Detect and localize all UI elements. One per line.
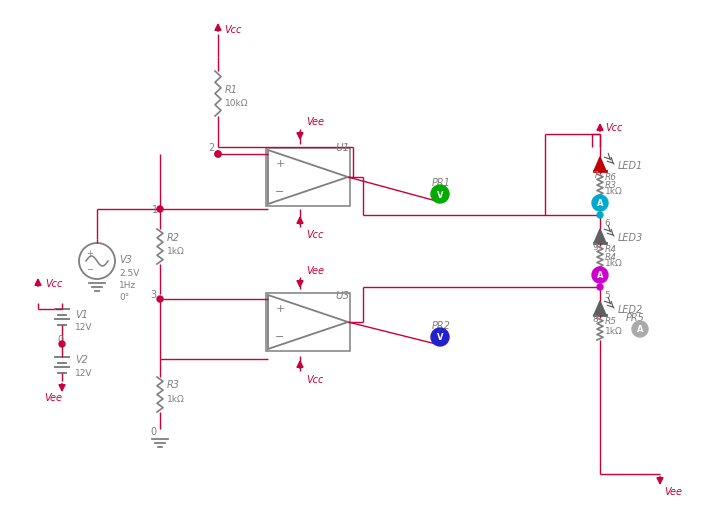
- Text: A: A: [597, 271, 603, 280]
- Polygon shape: [594, 301, 606, 316]
- Text: A: A: [637, 325, 643, 334]
- Text: V: V: [437, 333, 443, 342]
- Text: U3: U3: [335, 291, 350, 300]
- Text: Vcc: Vcc: [45, 278, 62, 289]
- Text: A: A: [597, 199, 603, 208]
- Text: 0°: 0°: [119, 293, 129, 302]
- Bar: [266, 293, 350, 351]
- Text: −: −: [275, 331, 285, 342]
- Text: 1: 1: [152, 205, 158, 215]
- Text: LED2: LED2: [618, 304, 643, 315]
- Text: +: +: [275, 303, 285, 314]
- Text: 2.5V: 2.5V: [119, 269, 140, 278]
- Text: 9: 9: [592, 243, 598, 252]
- Text: 7: 7: [592, 171, 598, 180]
- Text: Vcc: Vcc: [605, 123, 623, 133]
- Text: 8: 8: [592, 315, 598, 324]
- Text: V2: V2: [75, 354, 88, 364]
- Text: 0: 0: [57, 334, 63, 344]
- Text: R4: R4: [605, 244, 617, 253]
- Text: 1kΩ: 1kΩ: [605, 327, 623, 336]
- Text: Vee: Vee: [306, 266, 324, 275]
- Text: R3: R3: [167, 379, 180, 389]
- Text: 2: 2: [208, 143, 214, 153]
- Circle shape: [215, 152, 221, 158]
- Text: +: +: [275, 159, 285, 168]
- Text: Vcc: Vcc: [306, 230, 323, 240]
- Text: 1Hz: 1Hz: [119, 281, 136, 290]
- Circle shape: [59, 342, 65, 347]
- Text: 12V: 12V: [75, 368, 92, 377]
- Text: LED1: LED1: [618, 161, 643, 171]
- Circle shape: [431, 328, 449, 346]
- Text: 6: 6: [604, 219, 610, 228]
- Text: 5: 5: [604, 291, 610, 300]
- Text: V: V: [437, 190, 443, 199]
- Text: PR2: PR2: [432, 320, 451, 330]
- Circle shape: [597, 213, 603, 218]
- Polygon shape: [594, 158, 606, 172]
- Text: +: +: [86, 249, 94, 258]
- Circle shape: [632, 321, 648, 337]
- Circle shape: [215, 152, 221, 158]
- Text: 1kΩ: 1kΩ: [605, 258, 623, 267]
- Bar: [266, 149, 350, 207]
- Text: Vcc: Vcc: [306, 374, 323, 384]
- Text: 1kΩ: 1kΩ: [167, 247, 185, 256]
- Circle shape: [157, 207, 163, 213]
- Text: 1kΩ: 1kΩ: [167, 394, 185, 404]
- Text: V3: V3: [119, 254, 132, 265]
- Text: −: −: [275, 187, 285, 196]
- Circle shape: [157, 296, 163, 302]
- Text: PR1: PR1: [432, 178, 451, 188]
- Text: Vee: Vee: [664, 486, 682, 496]
- Text: −: −: [86, 265, 94, 274]
- Circle shape: [592, 267, 608, 284]
- Text: V1: V1: [75, 309, 88, 319]
- Text: R3: R3: [605, 180, 617, 189]
- Text: R1: R1: [225, 85, 238, 95]
- Text: R5: R5: [605, 316, 617, 325]
- Circle shape: [592, 195, 608, 212]
- Circle shape: [597, 285, 603, 291]
- Text: LED3: LED3: [618, 233, 643, 242]
- Text: 0: 0: [150, 426, 156, 436]
- Text: 3: 3: [150, 290, 156, 299]
- Text: R2: R2: [167, 233, 180, 242]
- Text: R4: R4: [605, 252, 617, 261]
- Text: Vee: Vee: [44, 392, 62, 402]
- Polygon shape: [594, 230, 606, 243]
- Circle shape: [431, 186, 449, 204]
- Text: 12V: 12V: [75, 323, 92, 332]
- Text: U1: U1: [335, 143, 350, 153]
- Text: R6: R6: [605, 172, 617, 181]
- Text: Vee: Vee: [306, 117, 324, 127]
- Text: PR5: PR5: [626, 313, 645, 322]
- Text: Vcc: Vcc: [224, 25, 241, 35]
- Text: 10kΩ: 10kΩ: [225, 98, 248, 107]
- Text: 1kΩ: 1kΩ: [605, 186, 623, 195]
